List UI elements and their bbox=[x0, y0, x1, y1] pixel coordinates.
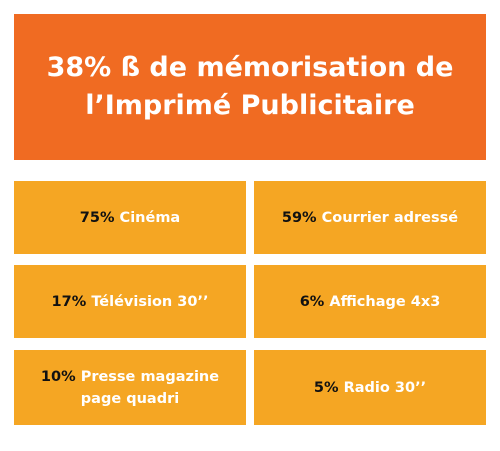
stat-tile-cinema: 75% Cinéma bbox=[14, 181, 246, 254]
page-title: 38% ß de mémorisation de l’Imprimé Publi… bbox=[47, 49, 454, 125]
stat-tile-courrier: 59% Courrier adressé bbox=[254, 181, 486, 254]
title-line-1: 38% ß de mémorisation de bbox=[46, 52, 454, 83]
stat-tile-presse: 10% Presse magazine page quadri bbox=[14, 350, 246, 425]
stat-percent: 59% bbox=[281, 209, 317, 226]
stat-percent: 5% bbox=[313, 379, 339, 396]
stat-percent: 6% bbox=[299, 293, 325, 310]
stat-label: Télévision 30’’ bbox=[91, 293, 209, 310]
stat-label: Radio 30’’ bbox=[343, 379, 427, 396]
stat-label: Affichage 4x3 bbox=[329, 293, 441, 310]
stat-percent: 75% bbox=[79, 209, 115, 226]
stat-label: Courrier adressé bbox=[321, 209, 459, 226]
stat-tile-affichage: 6% Affichage 4x3 bbox=[254, 265, 486, 338]
stat-tile-television: 17% Télévision 30’’ bbox=[14, 265, 246, 338]
stat-label: Presse magazine bbox=[80, 368, 220, 385]
header-banner: 38% ß de mémorisation de l’Imprimé Publi… bbox=[14, 14, 486, 160]
stat-tile-radio: 5% Radio 30’’ bbox=[254, 350, 486, 425]
stat-percent: 10% bbox=[40, 368, 76, 385]
title-line-2: l’Imprimé Publicitaire bbox=[85, 90, 415, 121]
stat-label: Cinéma bbox=[119, 209, 181, 226]
stat-label-line-2: page quadri bbox=[80, 390, 180, 407]
stat-percent: 17% bbox=[51, 293, 87, 310]
